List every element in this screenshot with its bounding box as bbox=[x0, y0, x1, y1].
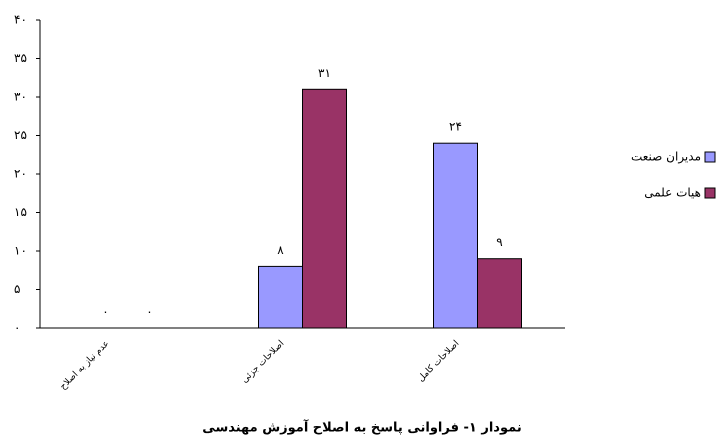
y-tick-label: ۰ bbox=[14, 321, 20, 335]
y-tick-label: ۳۵ bbox=[14, 51, 27, 65]
bar bbox=[258, 265, 303, 329]
bar bbox=[433, 142, 478, 329]
y-tick-label: ۴۰ bbox=[14, 13, 27, 27]
legend-swatch bbox=[704, 187, 716, 199]
legend-swatch bbox=[704, 151, 716, 163]
y-tick-label: ۲۵ bbox=[14, 128, 27, 142]
x-tick-label: عدم نیاز به اصلاح bbox=[58, 339, 111, 392]
value-label: ۰ bbox=[146, 305, 152, 319]
bar bbox=[302, 88, 347, 329]
bar bbox=[477, 258, 522, 329]
value-label: ۸ bbox=[277, 243, 284, 257]
legend-label: هیات علمی bbox=[644, 186, 701, 200]
x-tick-label: اصلاحات جزئی bbox=[240, 339, 286, 385]
x-tick-label: اصلاحات کامل bbox=[416, 339, 461, 384]
y-tick-label: ۱۵ bbox=[14, 205, 27, 219]
legend-label: مدیران صنعت bbox=[631, 150, 701, 165]
chart-title: نمودار ۱- فراوانی پاسخ به اصلاح آموزش مه… bbox=[202, 419, 521, 436]
value-label: ۹ bbox=[496, 235, 502, 249]
y-tick-label: ۱۰ bbox=[14, 244, 27, 258]
value-label: ۰ bbox=[102, 305, 108, 319]
y-tick-label: ۵ bbox=[14, 282, 20, 296]
y-tick-label: ۲۰ bbox=[14, 167, 27, 181]
y-tick-label: ۳۰ bbox=[14, 90, 27, 104]
value-label: ۳۱ bbox=[318, 66, 331, 80]
value-label: ۲۴ bbox=[449, 120, 462, 134]
